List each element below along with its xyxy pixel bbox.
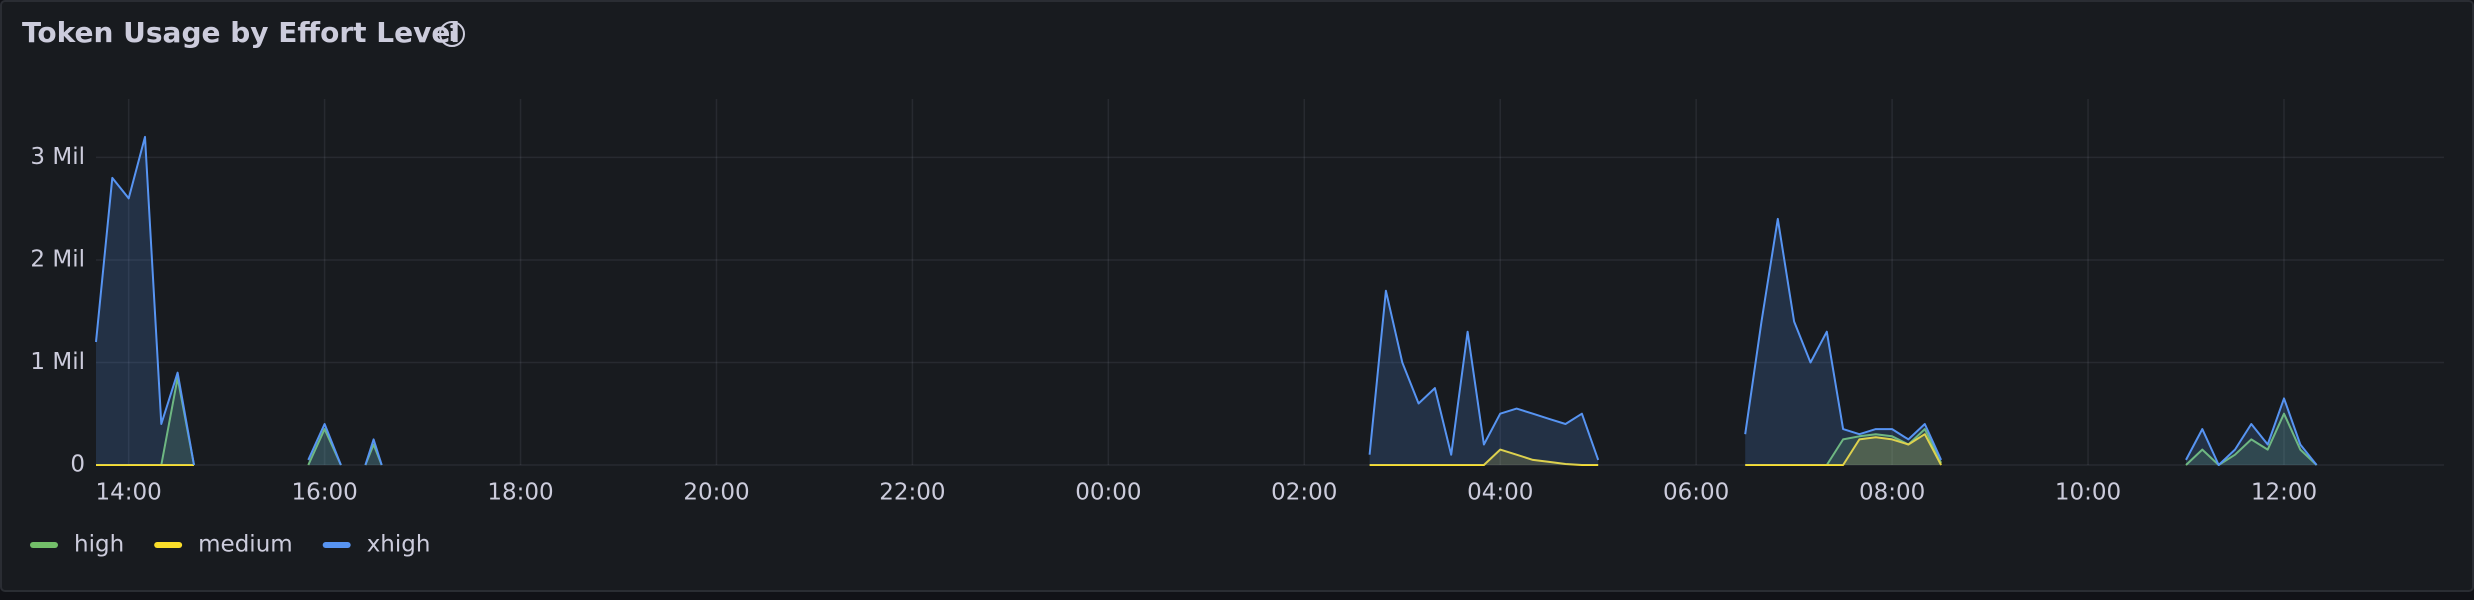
legend-swatch bbox=[322, 542, 351, 548]
y-tick-label: 1 Mil bbox=[30, 349, 85, 375]
x-tick-label: 02:00 bbox=[1271, 480, 1337, 506]
x-tick-label: 20:00 bbox=[683, 480, 749, 506]
y-tick-label: 2 Mil bbox=[30, 246, 85, 272]
x-tick-label: 08:00 bbox=[1859, 480, 1925, 506]
legend-item[interactable]: medium bbox=[154, 532, 293, 558]
x-tick-label: 04:00 bbox=[1467, 480, 1533, 506]
x-tick-label: 10:00 bbox=[2055, 480, 2121, 506]
series-line bbox=[96, 433, 1942, 466]
y-tick-label: 0 bbox=[70, 452, 85, 478]
legend-swatch bbox=[154, 542, 183, 548]
info-icon[interactable] bbox=[439, 21, 465, 47]
series-area bbox=[96, 136, 2317, 465]
legend-label: medium bbox=[198, 532, 293, 558]
x-tick-label: 12:00 bbox=[2251, 480, 2317, 506]
legend-item[interactable]: high bbox=[30, 532, 124, 558]
x-tick-label: 00:00 bbox=[1075, 480, 1141, 506]
info-circle bbox=[439, 21, 465, 47]
x-tick-label: 06:00 bbox=[1663, 480, 1729, 506]
x-tick-label: 16:00 bbox=[291, 480, 357, 506]
info-dot bbox=[450, 24, 454, 29]
series-line bbox=[95, 135, 2318, 466]
legend-item[interactable]: xhigh bbox=[322, 532, 431, 558]
x-tick-label: 14:00 bbox=[96, 480, 162, 506]
legend-swatch bbox=[30, 542, 58, 548]
x-tick-label: 18:00 bbox=[487, 480, 553, 506]
x-tick-label: 22:00 bbox=[879, 480, 945, 506]
legend-label: xhigh bbox=[367, 532, 431, 558]
legend-label: high bbox=[74, 532, 124, 558]
y-tick-label: 3 Mil bbox=[30, 144, 85, 170]
series-area bbox=[96, 377, 2317, 465]
chart-title: Token Usage by Effort Level bbox=[22, 16, 460, 49]
